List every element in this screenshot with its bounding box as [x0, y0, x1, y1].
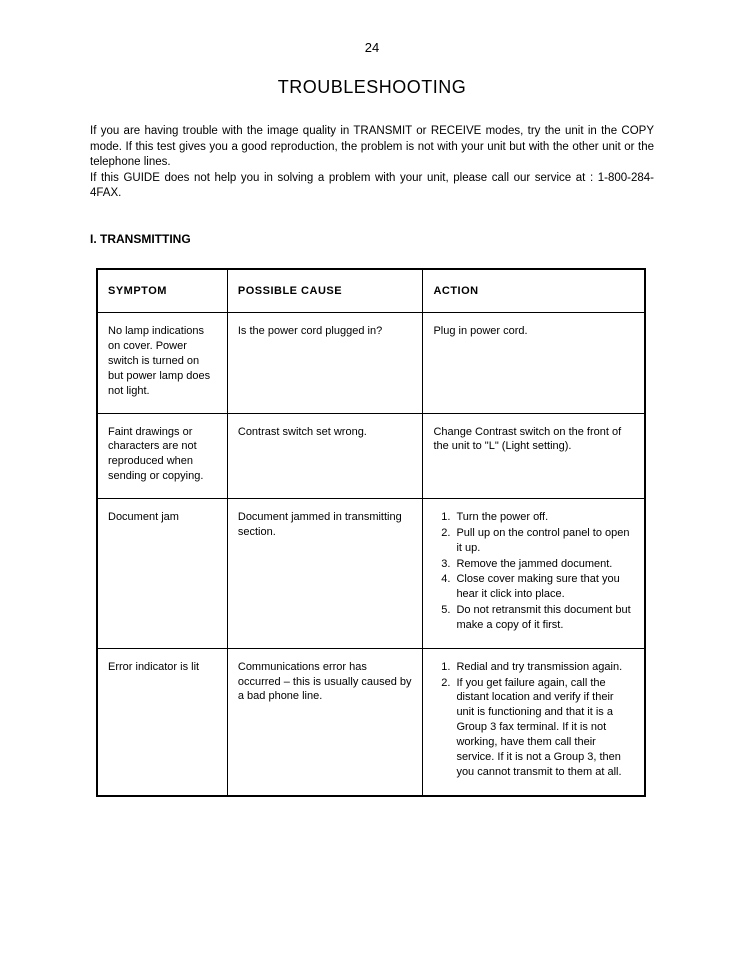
table-row: Document jam Document jammed in transmit…: [97, 499, 645, 649]
cell-symptom: No lamp indications on cover. Power swit…: [97, 313, 227, 413]
section-heading: I. TRANSMITTING: [90, 232, 654, 246]
cell-symptom: Faint drawings or characters are not rep…: [97, 413, 227, 498]
cell-cause: Contrast switch set wrong.: [227, 413, 423, 498]
page-number: 24: [90, 40, 654, 55]
troubleshooting-table: SYMPTOM POSSIBLE CAUSE ACTION No lamp in…: [96, 268, 646, 797]
header-cause: POSSIBLE CAUSE: [227, 269, 423, 313]
action-list: Redial and try transmission again. If yo…: [433, 660, 634, 780]
table-row: Faint drawings or characters are not rep…: [97, 413, 645, 498]
cell-symptom: Error indicator is lit: [97, 648, 227, 795]
cell-action: Redial and try transmission again. If yo…: [423, 648, 645, 795]
cell-symptom: Document jam: [97, 499, 227, 649]
cell-action: Change Contrast switch on the front of t…: [423, 413, 645, 498]
cell-action: Plug in power cord.: [423, 313, 645, 413]
cell-cause: Communications error has occurred – this…: [227, 648, 423, 795]
action-list-item: Do not retransmit this document but make…: [453, 603, 634, 633]
cell-action: Turn the power off. Pull up on the contr…: [423, 499, 645, 649]
cell-cause: Is the power cord plugged in?: [227, 313, 423, 413]
table-header-row: SYMPTOM POSSIBLE CAUSE ACTION: [97, 269, 645, 313]
table-row: No lamp indications on cover. Power swit…: [97, 313, 645, 413]
action-list-item: Remove the jammed document.: [453, 557, 634, 572]
action-list-item: Turn the power off.: [453, 510, 634, 525]
action-list-item: Pull up on the control panel to open it …: [453, 526, 634, 556]
table-row: Error indicator is lit Communications er…: [97, 648, 645, 795]
page-title: TROUBLESHOOTING: [90, 77, 654, 98]
action-list-item: Close cover making sure that you hear it…: [453, 572, 634, 602]
action-list: Turn the power off. Pull up on the contr…: [433, 510, 634, 633]
header-action: ACTION: [423, 269, 645, 313]
cell-cause: Document jammed in transmitting section.: [227, 499, 423, 649]
header-symptom: SYMPTOM: [97, 269, 227, 313]
action-list-item: Redial and try transmission again.: [453, 660, 634, 675]
action-list-item: If you get failure again, call the dista…: [453, 676, 634, 780]
intro-paragraph: If you are having trouble with the image…: [90, 124, 654, 202]
document-page: 24 TROUBLESHOOTING If you are having tro…: [0, 0, 734, 954]
